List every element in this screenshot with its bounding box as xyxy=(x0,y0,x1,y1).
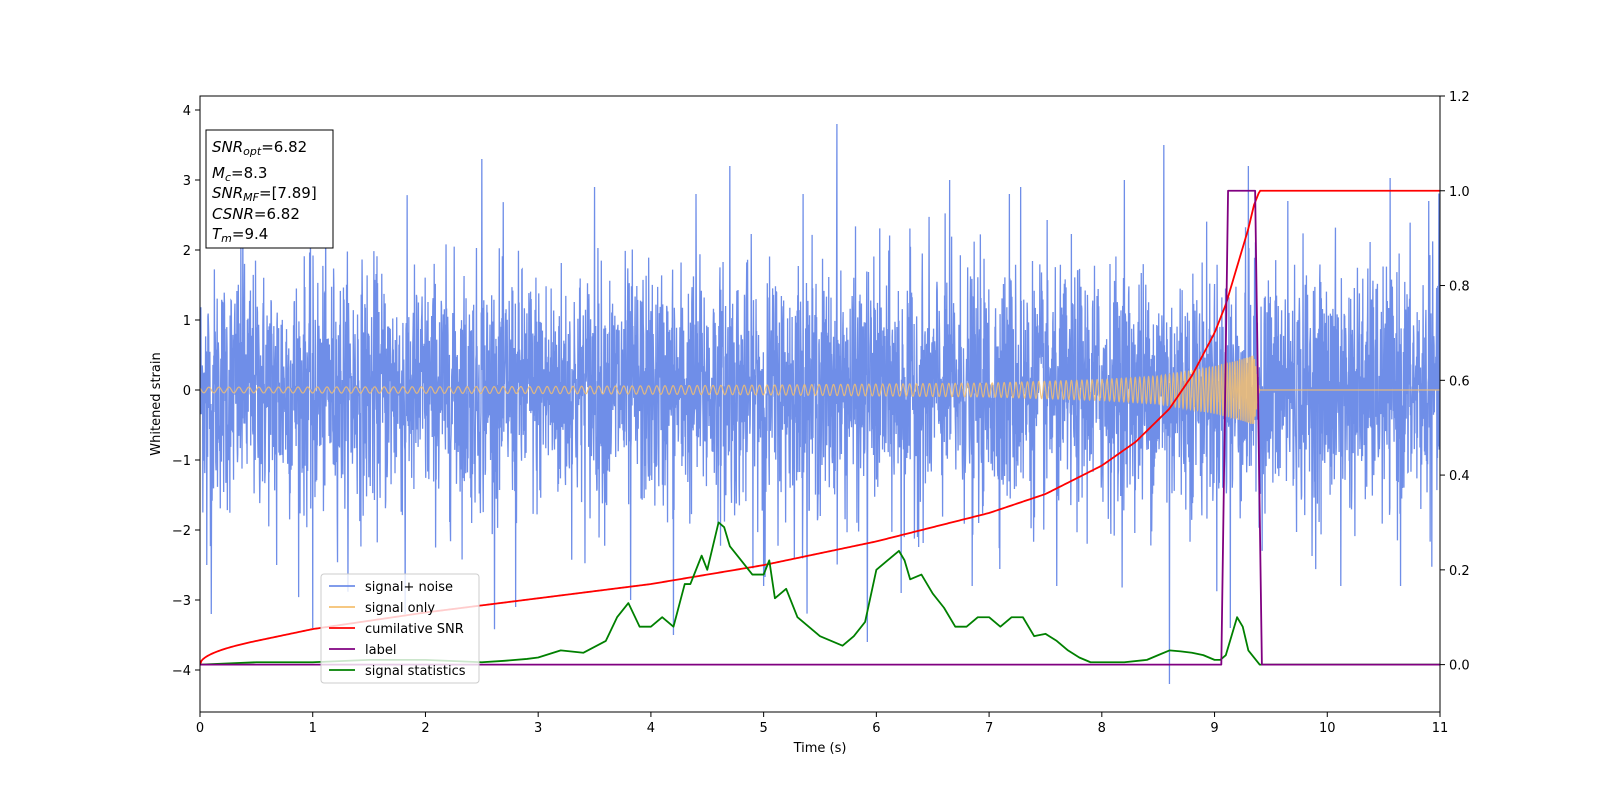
y-right-tick-label-0.6: 0.6 xyxy=(1449,374,1470,389)
x-tick-label-11: 11 xyxy=(1432,721,1449,736)
legend-entry-1: signal+ noise xyxy=(365,580,453,595)
series-signal-noise-line xyxy=(200,123,1440,685)
y-left-tick-label-1: 1 xyxy=(183,314,191,329)
y-right-tick-label-0.8: 0.8 xyxy=(1449,280,1470,295)
y-left-tick-label-2: 2 xyxy=(183,244,191,259)
x-tick-label-3: 3 xyxy=(534,721,542,736)
legend-entry-5: signal statistics xyxy=(365,664,466,679)
y-right-tick-label-0.0: 0.0 xyxy=(1449,659,1470,674)
y-right-tick-label-0.4: 0.4 xyxy=(1449,469,1470,484)
annotation-line-2: Mc=8.3 xyxy=(212,164,267,184)
legend-entry-4: label xyxy=(365,643,396,658)
x-tick-label-8: 8 xyxy=(1098,721,1106,736)
annotation-frame xyxy=(205,129,334,249)
x-tick-label-2: 2 xyxy=(421,721,429,736)
axes: 0 1 2 3 4 5 6 7 8 9 10 11 −4 −3 −2 −1 0 1 2 3 4 0.0 0.2 0.4 0.6 0… xyxy=(172,90,1470,736)
legend-entry-3: cumilative SNR xyxy=(365,622,464,637)
y-right-tick-label-1.0: 1.0 xyxy=(1449,185,1470,200)
x-tick-label-9: 9 xyxy=(1210,721,1218,736)
series-signal-statistics-line xyxy=(200,521,1440,666)
y-axis-label: Whitened strain xyxy=(149,352,164,455)
annotation-line-1: SNRopt=6.82 xyxy=(212,138,307,158)
y-left-tick-label-3: 3 xyxy=(183,174,191,189)
y-right-tick-label-1.2: 1.2 xyxy=(1449,90,1470,105)
y-left-tick-label-0: 0 xyxy=(183,384,191,399)
annotation-line-5: Tm=9.4 xyxy=(212,225,268,245)
legend: signal+ noise signal only cumilative SNR la… xyxy=(320,573,480,684)
series-signal-only-line xyxy=(200,355,1440,424)
x-axis-label: Time (s) xyxy=(793,741,847,756)
x-tick-label-10: 10 xyxy=(1319,721,1336,736)
legend-entry-2: signal only xyxy=(365,601,435,616)
y-left-tick-label--4: −4 xyxy=(172,664,191,679)
y-right-tick-label-0.2: 0.2 xyxy=(1449,564,1470,579)
plot-frame xyxy=(199,95,1441,713)
series-label-line xyxy=(200,189,1440,666)
annotation-line-4: CSNR=6.82 xyxy=(212,205,300,223)
y-left-tick-label--1: −1 xyxy=(172,454,191,469)
x-tick-label-6: 6 xyxy=(872,721,880,736)
annotation-line-3: SNRMF=[7.89] xyxy=(212,184,317,204)
x-tick-label-1: 1 xyxy=(309,721,317,736)
legend-frame xyxy=(320,573,480,684)
y-left-tick-label--2: −2 xyxy=(172,524,191,539)
x-tick-label-5: 5 xyxy=(759,721,767,736)
x-tick-label-4: 4 xyxy=(647,721,655,736)
x-tick-label-0: 0 xyxy=(196,721,204,736)
y-left-tick-label-4: 4 xyxy=(183,104,191,119)
y-left-tick-label--3: −3 xyxy=(172,594,191,609)
x-tick-label-7: 7 xyxy=(985,721,993,736)
